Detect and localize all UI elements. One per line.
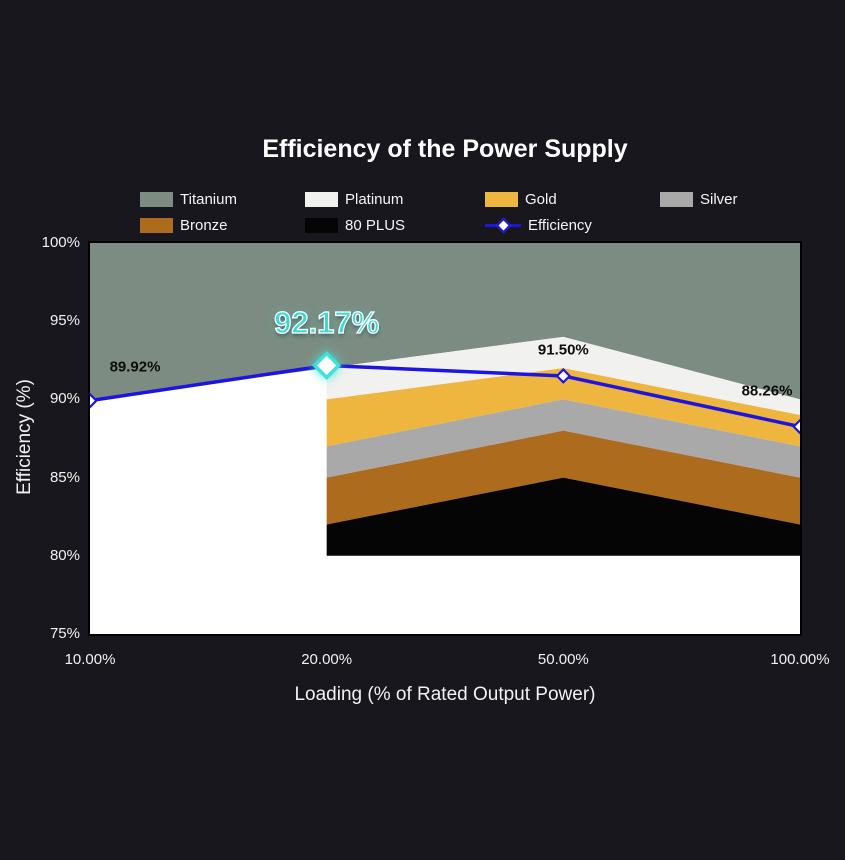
x-tick-label: 10.00% bbox=[64, 651, 116, 668]
y-tick-label: 75% bbox=[49, 625, 80, 642]
legend-swatch bbox=[660, 191, 693, 207]
y-tick-label: 90% bbox=[49, 390, 80, 408]
band-80-plus bbox=[326, 477, 800, 556]
legend-swatch bbox=[140, 191, 173, 207]
band-platinum bbox=[326, 336, 800, 416]
legend-swatch bbox=[305, 217, 338, 233]
legend-item-efficiency: Efficiency bbox=[485, 216, 592, 234]
legend-swatch bbox=[485, 191, 518, 207]
x-tick-label: 50.00% bbox=[537, 651, 589, 668]
y-tick-label: 100% bbox=[41, 234, 80, 251]
y-tick-label: 80% bbox=[49, 546, 80, 564]
legend-item-silver: Silver bbox=[660, 190, 738, 208]
y-tick-label: 95% bbox=[49, 312, 80, 330]
legend-label: Gold bbox=[525, 190, 557, 208]
legend-label: Bronze bbox=[180, 216, 228, 234]
point-marker bbox=[792, 418, 800, 435]
x-tick-label: 100.00% bbox=[770, 651, 830, 668]
legend-label: Titanium bbox=[180, 190, 237, 208]
band-titanium bbox=[90, 243, 800, 400]
point-marker bbox=[90, 392, 98, 409]
point-label: 91.50% bbox=[537, 341, 589, 359]
efficiency-line bbox=[90, 363, 800, 429]
point-label: 89.92% bbox=[109, 358, 161, 376]
highlight-point-marker bbox=[312, 350, 342, 380]
legend-line-swatch bbox=[485, 217, 521, 233]
band-silver bbox=[326, 399, 800, 478]
chart-title: Efficiency of the Power Supply bbox=[262, 135, 628, 163]
legend-swatch bbox=[140, 217, 173, 233]
legend-diamond-icon bbox=[495, 217, 512, 233]
legend-item-platinum: Platinum bbox=[305, 190, 404, 208]
highlight-point-label: 92.17% bbox=[273, 305, 380, 341]
band-gold bbox=[326, 368, 800, 447]
chart-canvas bbox=[90, 243, 800, 556]
legend-label: Platinum bbox=[345, 190, 404, 208]
legend-label: Silver bbox=[700, 190, 738, 208]
point-label: 88.26% bbox=[741, 382, 793, 400]
legend-label: Efficiency bbox=[528, 216, 592, 234]
x-axis-title: Loading (% of Rated Output Power) bbox=[294, 684, 596, 705]
legend-item-bronze: Bronze bbox=[140, 216, 228, 234]
legend-label: 80 PLUS bbox=[345, 216, 406, 234]
legend-item-titanium: Titanium bbox=[140, 190, 237, 208]
legend-swatch bbox=[305, 191, 338, 207]
x-tick-label: 20.00% bbox=[301, 651, 353, 668]
y-tick-label: 85% bbox=[49, 468, 80, 486]
point-marker bbox=[555, 368, 572, 384]
legend-item-gold: Gold bbox=[485, 190, 557, 208]
legend-item-80-plus: 80 PLUS bbox=[305, 216, 406, 234]
plot-area bbox=[88, 241, 802, 636]
